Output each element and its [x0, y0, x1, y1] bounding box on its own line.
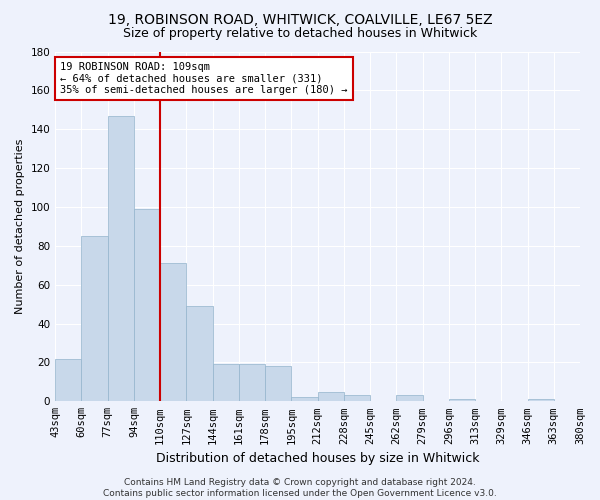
Y-axis label: Number of detached properties: Number of detached properties	[15, 138, 25, 314]
Bar	[107, 116, 134, 402]
Bar	[317, 392, 344, 402]
Bar	[134, 209, 160, 402]
Bar	[292, 398, 317, 402]
Bar	[55, 358, 82, 402]
Text: 19 ROBINSON ROAD: 109sqm
← 64% of detached houses are smaller (331)
35% of semi-: 19 ROBINSON ROAD: 109sqm ← 64% of detach…	[61, 62, 348, 95]
Text: Contains HM Land Registry data © Crown copyright and database right 2024.
Contai: Contains HM Land Registry data © Crown c…	[103, 478, 497, 498]
Text: 19, ROBINSON ROAD, WHITWICK, COALVILLE, LE67 5EZ: 19, ROBINSON ROAD, WHITWICK, COALVILLE, …	[107, 12, 493, 26]
Bar	[527, 400, 554, 402]
Bar	[239, 364, 265, 402]
X-axis label: Distribution of detached houses by size in Whitwick: Distribution of detached houses by size …	[156, 452, 479, 465]
Bar	[187, 306, 212, 402]
Bar	[82, 236, 107, 402]
Bar	[265, 366, 292, 402]
Bar	[212, 364, 239, 402]
Bar	[449, 400, 475, 402]
Bar	[397, 396, 422, 402]
Bar	[344, 396, 370, 402]
Text: Size of property relative to detached houses in Whitwick: Size of property relative to detached ho…	[123, 28, 477, 40]
Bar	[160, 264, 187, 402]
